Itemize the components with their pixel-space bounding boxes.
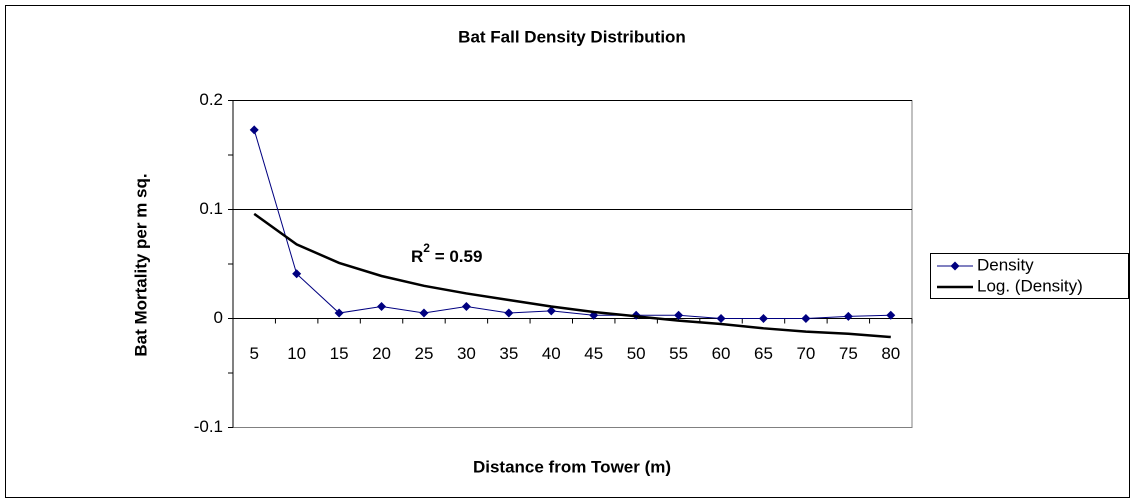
annotation-part: R xyxy=(411,247,423,266)
marker xyxy=(377,302,387,312)
legend-label: Log. (Density) xyxy=(977,276,1083,295)
x-tick-label: 15 xyxy=(330,344,349,363)
marker xyxy=(674,310,684,320)
legend-marker xyxy=(950,261,960,271)
chart-title: Bat Fall Density Distribution xyxy=(458,27,686,46)
marker xyxy=(716,314,726,323)
annotation: R2 = 0.59 xyxy=(411,241,482,266)
x-tick-label: 65 xyxy=(754,344,773,363)
x-tick-label: 45 xyxy=(584,344,603,363)
marker xyxy=(334,308,344,318)
x-tick-label: 30 xyxy=(457,344,476,363)
marker xyxy=(886,310,896,320)
marker xyxy=(419,308,429,318)
x-tick-label: 35 xyxy=(499,344,518,363)
marker xyxy=(843,311,853,321)
x-tick-label: 20 xyxy=(372,344,391,363)
marker xyxy=(292,269,302,279)
x-tick-label: 60 xyxy=(712,344,731,363)
marker xyxy=(249,125,259,135)
x-tick-label: 50 xyxy=(627,344,646,363)
legend xyxy=(930,253,1129,299)
y-tick-label: 0 xyxy=(214,308,223,327)
x-tick-label: 40 xyxy=(542,344,561,363)
legend-label: Density xyxy=(977,255,1034,274)
y-axis-label: Bat Mortality per m sq. xyxy=(131,173,150,356)
x-tick-label: 5 xyxy=(249,344,258,363)
annotation-part: = 0.59 xyxy=(430,247,482,266)
trend-line xyxy=(253,212,891,339)
x-axis-label: Distance from Tower (m) xyxy=(473,457,671,476)
x-tick-label: 25 xyxy=(415,344,434,363)
y-tick-label: -0.1 xyxy=(194,417,223,436)
y-tick-label: 0.1 xyxy=(199,199,223,218)
chart-border xyxy=(5,5,1130,498)
annotation-part: 2 xyxy=(423,241,430,255)
marker xyxy=(461,302,471,312)
x-tick-label: 70 xyxy=(796,344,815,363)
x-tick-label: 10 xyxy=(287,344,306,363)
marker xyxy=(504,308,514,318)
marker xyxy=(546,306,556,316)
y-tick-label: 0.2 xyxy=(199,90,223,109)
x-tick-label: 75 xyxy=(839,344,858,363)
x-tick-label: 80 xyxy=(881,344,900,363)
line xyxy=(253,129,891,319)
x-tick-label: 55 xyxy=(669,344,688,363)
marker xyxy=(801,314,811,323)
marker xyxy=(758,314,768,323)
